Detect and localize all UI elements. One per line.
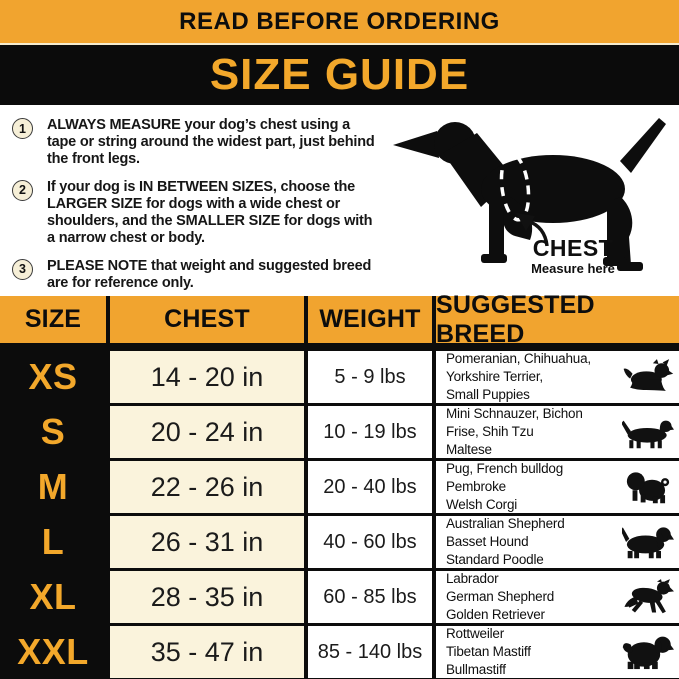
- suggested-breeds: Pomeranian, Chihuahua, Yorkshire Terrier…: [446, 351, 591, 402]
- suggested-breeds: Australian Shepherd Basset Hound Standar…: [446, 516, 565, 567]
- measure-arrow-icon: [516, 213, 549, 247]
- size-label-l: L: [0, 516, 106, 568]
- size-label-xxl: XXL: [0, 626, 106, 678]
- chest-range: 20 - 24 in: [110, 406, 304, 458]
- intro-section: 1 ALWAYS MEASURE your dog’s chest using …: [0, 105, 679, 296]
- page-title: SIZE GUIDE: [209, 50, 470, 99]
- instruction-item-3: 3 PLEASE NOTE that weight and suggested …: [12, 258, 379, 292]
- column-header-suggested-breed: SUGGESTED BREED: [436, 291, 679, 348]
- step-number-badge: 3: [12, 258, 33, 280]
- banner-separator: [0, 43, 679, 45]
- suggested-breeds: Labrador German Shepherd Golden Retrieve…: [446, 571, 555, 622]
- weight-range: 85 - 140 lbs: [308, 626, 432, 678]
- breed-cell: Pug, French bulldog Pembroke Welsh Corgi: [436, 461, 679, 513]
- chest-range: 28 - 35 in: [110, 571, 304, 623]
- weight-range: 40 - 60 lbs: [308, 516, 432, 568]
- chest-range: 35 - 47 in: [110, 626, 304, 678]
- pug-icon: [621, 468, 675, 506]
- column-header-weight: WEIGHT: [308, 296, 432, 343]
- instruction-text: PLEASE NOTE that weight and suggested br…: [47, 257, 372, 291]
- suggested-breeds: Pug, French bulldog Pembroke Welsh Corgi: [446, 461, 564, 512]
- weight-range: 10 - 19 lbs: [308, 406, 432, 458]
- mastiff-icon: [621, 633, 675, 671]
- chest-range: 22 - 26 in: [110, 461, 304, 513]
- measurement-figure: CHEST Measure here: [385, 105, 679, 296]
- dog-silhouette: [393, 118, 666, 271]
- chest-range: 26 - 31 in: [110, 516, 304, 568]
- top-banner-label: READ BEFORE ORDERING: [179, 7, 500, 35]
- german-shepherd-icon: [621, 578, 675, 616]
- chest-range: 14 - 20 in: [110, 351, 304, 403]
- size-label-xs: XS: [0, 351, 106, 403]
- breed-cell: Australian Shepherd Basset Hound Standar…: [436, 516, 679, 568]
- basset-hound-icon: [621, 523, 675, 561]
- top-banner: READ BEFORE ORDERING: [0, 0, 679, 43]
- weight-range: 5 - 9 lbs: [308, 351, 432, 403]
- instruction-text: If your dog is IN BETWEEN SIZES, choose …: [47, 178, 373, 246]
- breed-cell: Pomeranian, Chihuahua, Yorkshire Terrier…: [436, 351, 679, 403]
- instructions-panel: 1 ALWAYS MEASURE your dog’s chest using …: [0, 105, 385, 296]
- suggested-breeds: Mini Schnauzer, Bichon Frise, Shih Tzu M…: [446, 406, 583, 457]
- dachshund-icon: [621, 413, 675, 451]
- weight-range: 60 - 85 lbs: [308, 571, 432, 623]
- title-banner: SIZE GUIDE: [0, 45, 679, 105]
- chest-label-subtitle: Measure here: [531, 261, 615, 277]
- size-label-xl: XL: [0, 571, 106, 623]
- instruction-item-2: 2 If your dog is IN BETWEEN SIZES, choos…: [12, 179, 379, 247]
- column-header-size: SIZE: [0, 296, 106, 343]
- size-table: SIZE CHEST WEIGHT SUGGESTED BREED XS 14 -…: [0, 291, 679, 679]
- chest-label-title: CHEST: [532, 235, 614, 261]
- size-label-s: S: [0, 406, 106, 458]
- step-number-badge: 2: [12, 179, 33, 201]
- instruction-item-1: 1 ALWAYS MEASURE your dog’s chest using …: [12, 117, 379, 168]
- breed-cell: Mini Schnauzer, Bichon Frise, Shih Tzu M…: [436, 406, 679, 458]
- step-number-badge: 1: [12, 118, 33, 139]
- instruction-text: ALWAYS MEASURE your dog’s chest using a …: [47, 117, 375, 167]
- yorkshire-terrier-icon: [621, 358, 675, 396]
- chest-label: CHEST Measure here: [525, 236, 621, 276]
- breed-cell: Rottweiler Tibetan Mastiff Bullmastiff: [436, 626, 679, 678]
- breed-cell: Labrador German Shepherd Golden Retrieve…: [436, 571, 679, 623]
- size-label-m: M: [0, 461, 106, 513]
- suggested-breeds: Rottweiler Tibetan Mastiff Bullmastiff: [446, 626, 531, 677]
- column-header-chest: CHEST: [110, 296, 304, 343]
- weight-range: 20 - 40 lbs: [308, 461, 432, 513]
